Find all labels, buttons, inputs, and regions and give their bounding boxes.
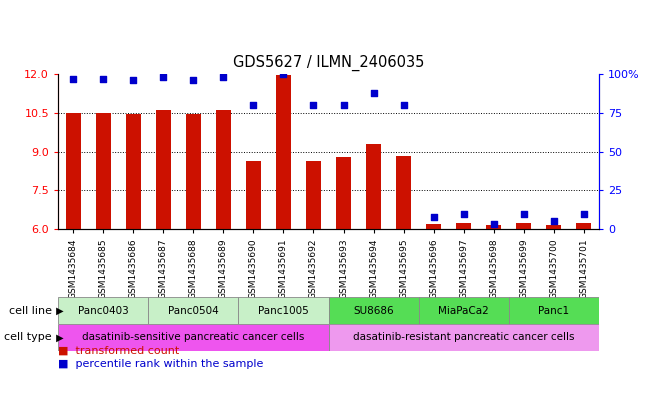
Point: [368, 90, 379, 96]
Bar: [419, 297, 509, 324]
Point: [158, 74, 169, 80]
Text: Panc0403: Panc0403: [77, 305, 128, 316]
Bar: [156, 110, 171, 229]
Bar: [516, 223, 531, 229]
Bar: [58, 324, 329, 351]
Bar: [509, 297, 599, 324]
Bar: [329, 297, 419, 324]
Bar: [148, 297, 238, 324]
Bar: [246, 161, 261, 229]
Title: GDS5627 / ILMN_2406035: GDS5627 / ILMN_2406035: [233, 55, 424, 71]
Point: [188, 77, 199, 83]
Point: [428, 213, 439, 220]
Text: Panc0504: Panc0504: [168, 305, 219, 316]
Text: dasatinib-sensitive pancreatic cancer cells: dasatinib-sensitive pancreatic cancer ce…: [82, 332, 305, 343]
Bar: [306, 161, 321, 229]
Bar: [238, 297, 329, 324]
Text: ■  transformed count: ■ transformed count: [58, 346, 179, 356]
Text: Panc1005: Panc1005: [258, 305, 309, 316]
Bar: [336, 157, 351, 229]
Point: [309, 102, 319, 108]
Point: [398, 102, 409, 108]
Point: [579, 210, 589, 217]
Text: SU8686: SU8686: [353, 305, 394, 316]
Bar: [276, 75, 291, 229]
Point: [549, 218, 559, 224]
Bar: [186, 114, 201, 229]
Text: cell line: cell line: [9, 305, 52, 316]
Bar: [456, 222, 471, 229]
Bar: [546, 225, 561, 229]
Text: ▶: ▶: [53, 332, 63, 343]
Bar: [126, 114, 141, 229]
Bar: [58, 297, 148, 324]
Point: [68, 75, 78, 82]
Point: [218, 74, 229, 80]
Bar: [66, 113, 81, 229]
Text: cell type: cell type: [5, 332, 52, 343]
Point: [458, 210, 469, 217]
Point: [339, 102, 349, 108]
Bar: [215, 110, 231, 229]
Text: ▶: ▶: [53, 305, 63, 316]
Text: MiaPaCa2: MiaPaCa2: [438, 305, 489, 316]
Point: [248, 102, 258, 108]
Text: Panc1: Panc1: [538, 305, 570, 316]
Point: [489, 221, 499, 228]
Point: [519, 210, 529, 217]
Text: ■  percentile rank within the sample: ■ percentile rank within the sample: [58, 359, 264, 369]
Bar: [426, 224, 441, 229]
Bar: [576, 223, 592, 229]
Bar: [329, 324, 599, 351]
Text: dasatinib-resistant pancreatic cancer cells: dasatinib-resistant pancreatic cancer ce…: [353, 332, 574, 343]
Bar: [396, 156, 411, 229]
Bar: [366, 144, 381, 229]
Bar: [486, 225, 501, 229]
Point: [98, 75, 108, 82]
Point: [128, 77, 139, 83]
Point: [278, 71, 288, 77]
Bar: [96, 113, 111, 229]
